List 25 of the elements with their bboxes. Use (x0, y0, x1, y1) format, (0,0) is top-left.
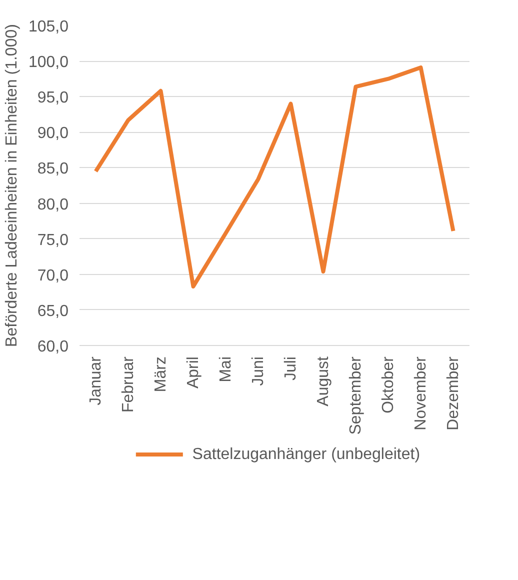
x-tick-label: Juli (282, 356, 300, 381)
x-tick-label: November (412, 356, 430, 430)
y-tick-label: 65,0 (37, 302, 69, 320)
x-tick-label: Juni (250, 356, 267, 386)
y-tick-label: 70,0 (37, 267, 69, 284)
x-tick-label: April (184, 356, 202, 389)
x-tick-label: Januar (87, 356, 104, 406)
x-tick-label: Oktober (380, 356, 397, 414)
y-tick-label: 75,0 (37, 232, 69, 249)
x-tick-label: Dezember (444, 356, 462, 430)
y-tick-label: 85,0 (37, 160, 69, 178)
y-tick-label: 105,0 (28, 18, 69, 36)
y-tick-label: 100,0 (28, 54, 69, 72)
y-tick-label: 95,0 (37, 90, 69, 107)
y-tick-label: 60,0 (37, 338, 69, 356)
x-tick-label: März (152, 356, 170, 392)
x-tick-label: Februar (120, 356, 137, 413)
y-tick-label: 90,0 (37, 125, 69, 142)
y-tick-label: 80,0 (37, 196, 69, 214)
x-tick-label: September (347, 356, 364, 435)
x-tick-label: Mai (217, 356, 234, 382)
line-series (94, 65, 456, 288)
legend-label: Sattelzuganhänger (unbegleitet) (192, 446, 420, 463)
y-axis-title: Beförderte Ladeeinheiten in Einheiten (1.000) (3, 24, 20, 347)
x-tick-label: August (314, 356, 332, 406)
